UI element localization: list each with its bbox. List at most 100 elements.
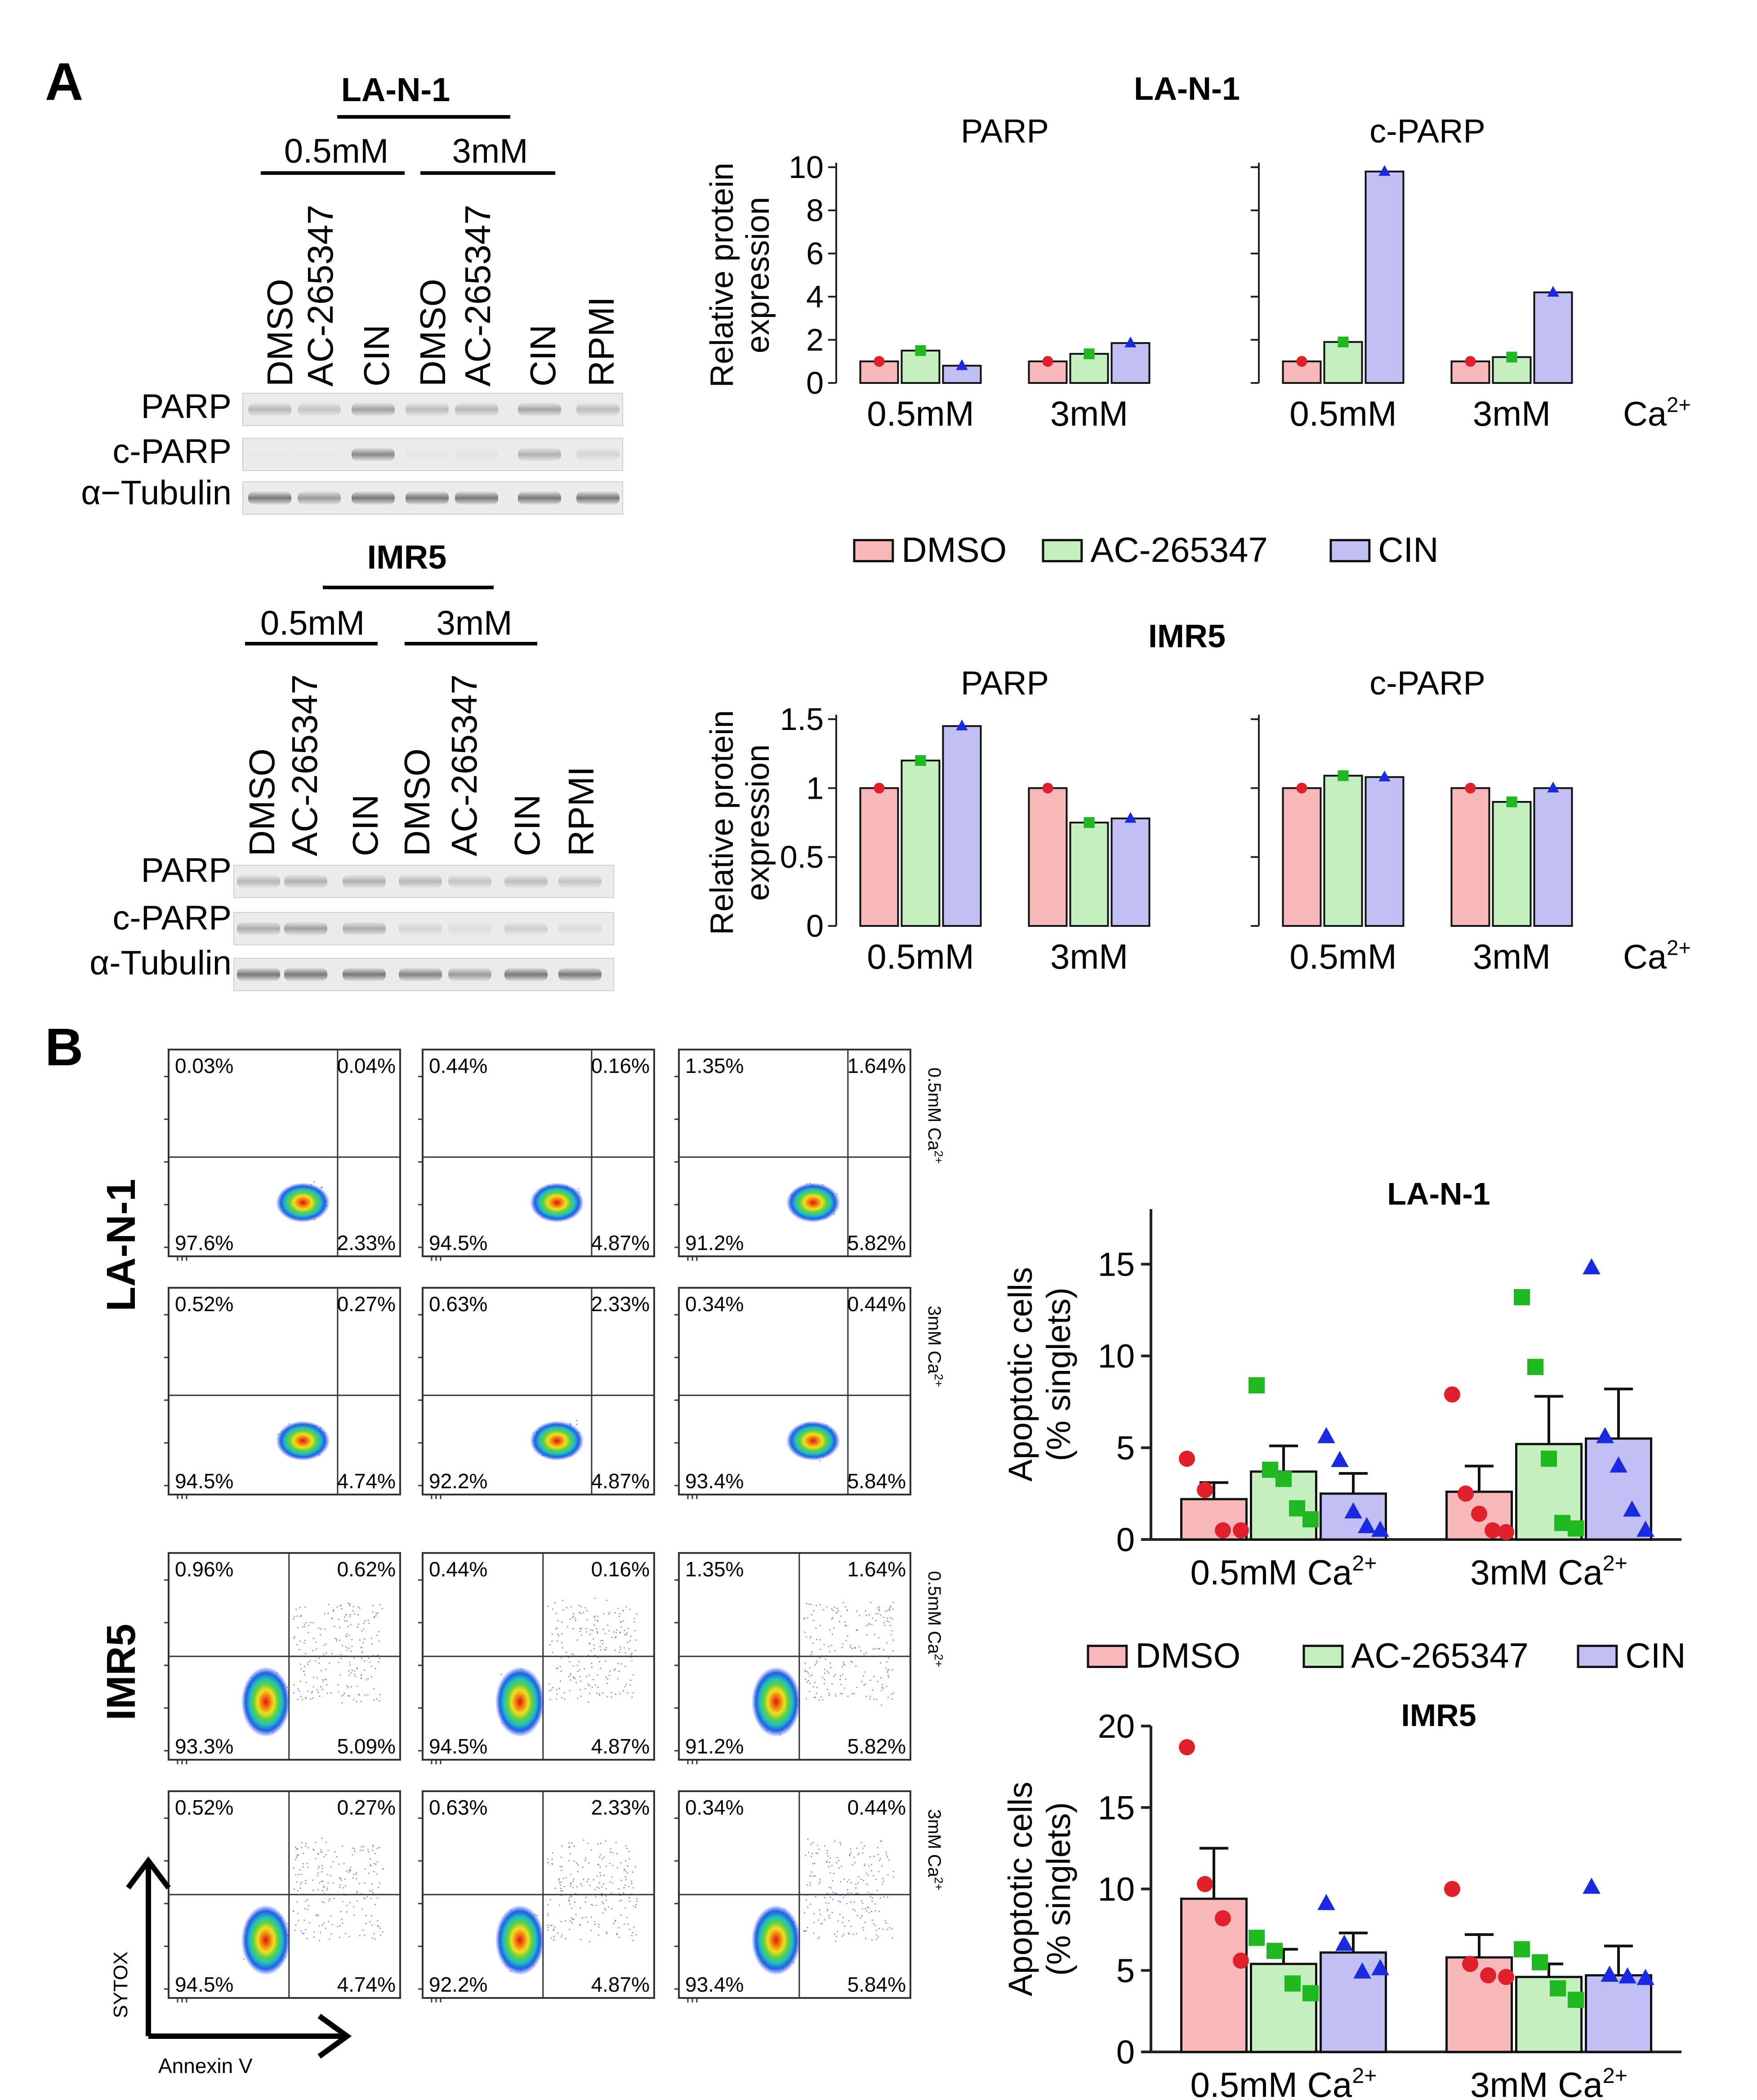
quadrant-value: 0.44% [429,1054,487,1077]
blot-band [352,448,395,461]
y-axis-label: Apoptotic cells [1002,1267,1039,1482]
quadrant-value: 92.2% [429,1973,487,1996]
blot-band [237,968,280,981]
blot-band [406,448,449,461]
data-point [1249,1930,1265,1946]
bar [1515,1975,1583,2053]
blot-band [576,403,620,416]
blot-row-label: α-Tubulin [89,944,232,982]
data-point [1471,1505,1487,1522]
y-tick-label: 1 [806,770,824,805]
blot-band [576,491,620,505]
flow-plot: 0.03% 0.04% 97.6% 2.33% [164,1049,401,1261]
bar [901,760,941,927]
data-point [1215,1522,1231,1539]
blot-band [455,491,498,505]
y-tick-label: 0 [1116,2033,1135,2071]
blot-band [399,875,442,888]
blot-lane-label: CIN [523,325,563,387]
data-point [915,755,926,766]
quadrant-value: 1.64% [847,1557,906,1581]
quadrant-value: 94.5% [175,1469,233,1493]
flow-density [276,1183,330,1223]
data-point [1527,1359,1543,1375]
data-point [1338,770,1349,781]
y-tick-label: 0.5 [780,840,824,875]
data-point [1583,1878,1601,1894]
x-tick-label: 0.5mM [1191,2065,1307,2100]
data-point [956,719,968,730]
data-point [1619,1967,1637,1984]
ca-superscript: 2+ [932,1374,945,1387]
ca-text: Ca [1623,938,1667,976]
quadrant-value: 94.5% [429,1735,487,1758]
data-point [1371,1959,1389,1975]
ca-text: Ca [1623,395,1667,433]
bar [1492,801,1532,927]
blot-group-label: 3mM [452,132,528,170]
bar [1028,787,1068,927]
blot-lane-label: AC-265347 [458,205,498,387]
flow-plot-frame [678,1049,911,1257]
data-point [1637,1969,1654,1985]
y-axis-label: (% singlets) [1040,1802,1077,1976]
bar [942,725,982,927]
flow-density [495,1667,544,1737]
data-point [1302,1985,1319,2002]
data-point [1344,1502,1362,1519]
ca-superscript: 2+ [1352,2064,1377,2088]
chart-title: IMR5 [1401,1698,1476,1733]
y-tick-label: 15 [1098,1246,1135,1283]
blot-band [284,922,327,935]
flow-plot-frame [168,1049,401,1257]
data-point [1550,1980,1566,1997]
blot-row-label: c-PARP [112,899,232,937]
y-tick-label: 5 [1116,1952,1135,1989]
quadrant-value: 0.27% [337,1796,396,1819]
blot-band [298,403,341,416]
blot-band [448,922,491,935]
ca-label: 0.5mM Ca2+ [1191,1551,1377,1592]
y-tick-label: 4 [806,279,824,314]
blot-strips [242,393,623,515]
data-point [1084,817,1095,828]
blot-band [298,491,341,505]
flow-axes-key: SYTOX Annexin V [110,1856,352,2078]
blot-band [504,922,548,935]
chart-title: LA-N-1 [1134,71,1240,107]
quadrant-value: 0.52% [175,1796,233,1819]
y-tick-label: 5 [1116,1429,1135,1467]
flow-plot: 0.34% 0.44% 93.4% 5.84% [674,1287,911,1499]
chart-title: LA-N-1 [1387,1176,1490,1211]
flow-condition-label: 0.5mM Ca2+ [924,1068,945,1164]
flow-plot: 0.52% 0.27% 94.5% 4.74% [164,1287,401,1499]
chart-apoptosis-imr5: 0 5 10 15 20 Apoptotic cells (% singlets) 0.5mM… [1002,1708,1681,2100]
blot-band [343,968,386,981]
data-point [1302,1511,1319,1528]
flow-plot: 0.52% 0.27% 94.5% 4.74% [164,1790,401,2002]
ca-superscript: 2+ [932,1654,945,1668]
x-tick-label: 3mM [1050,937,1128,976]
data-point [1610,1456,1628,1473]
data-point [1485,1522,1501,1539]
blot-band [576,448,620,461]
quadrant-value: 92.2% [429,1469,487,1493]
blot-row-label: c-PARP [112,432,232,471]
data-point [1541,1450,1557,1467]
blot-band [284,875,327,888]
quadrant-value: 94.5% [175,1973,233,1996]
bar [1533,787,1573,927]
blot-cell-title: IMR5 [367,538,447,576]
blot-band [248,491,291,505]
quadrant-value: 4.87% [591,1231,650,1255]
data-point [1444,1881,1460,1897]
blot-band [352,491,395,505]
chart-title: IMR5 [1148,618,1226,654]
flow-density [241,1905,290,1975]
y-tick-label: 20 [1098,1708,1135,1745]
data-point [1296,783,1307,794]
flow-cell-label: IMR5 [99,1624,144,1720]
blot-lane-label: DMSO [413,279,453,387]
chart-imr5-parp: 0 0.5 1 1.5 Relative protein expression PARP 0.… [704,664,1151,976]
